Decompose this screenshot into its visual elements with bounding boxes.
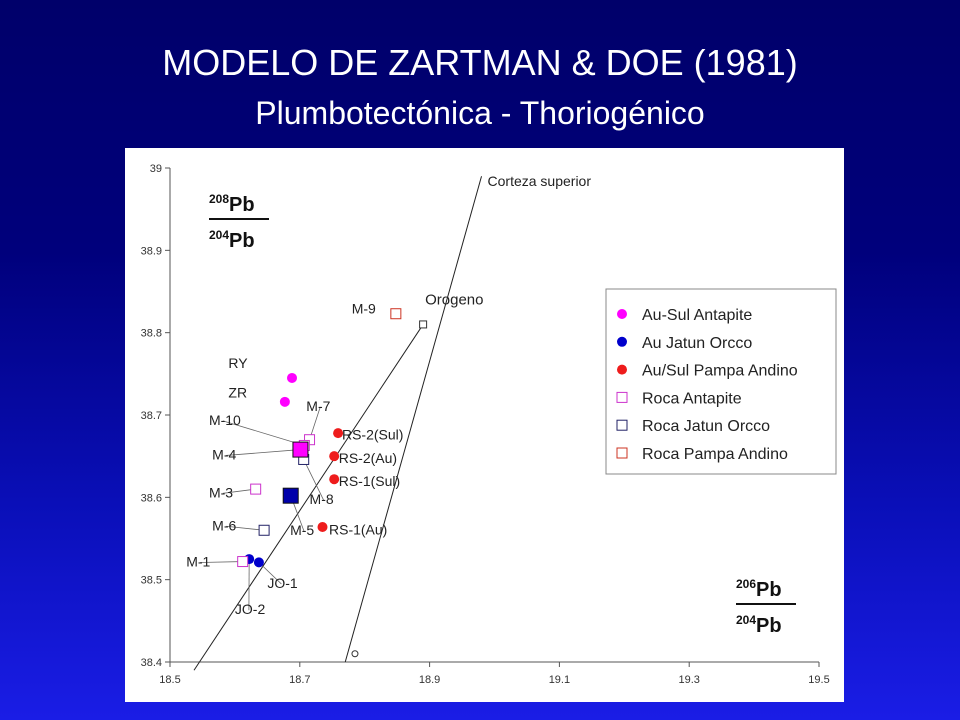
data-point xyxy=(250,483,262,495)
point-label: JO-2 xyxy=(235,601,266,617)
data-point xyxy=(317,521,328,532)
slide-subtitle: Plumbotectónica - Thoriogénico xyxy=(255,95,705,131)
x-tick-label: 18.7 xyxy=(289,674,310,686)
point-label: M-6 xyxy=(212,517,236,533)
point-label: M-8 xyxy=(310,491,334,507)
data-point xyxy=(279,396,290,407)
data-point xyxy=(253,557,264,568)
x-tick-label: 19.1 xyxy=(549,674,570,686)
curve-start-marker xyxy=(351,650,359,658)
legend-label: Roca Pampa Andino xyxy=(642,446,788,463)
y-tick-label: 38.4 xyxy=(141,657,162,669)
y-tick-label: 38.6 xyxy=(141,492,162,504)
point-label: RY xyxy=(228,355,248,371)
leader-line xyxy=(258,562,282,585)
point-label: M-3 xyxy=(209,484,233,500)
y-tick-label: 38.7 xyxy=(141,410,162,422)
x-axis-title: 206Pb 204Pb xyxy=(736,577,796,637)
point-label: RS-2(Sul) xyxy=(342,427,403,443)
legend-box xyxy=(605,288,837,475)
y-tick-label: 38.9 xyxy=(141,245,162,257)
slide-title: MODELO DE ZARTMAN & DOE (1981) xyxy=(162,42,798,83)
point-label: M-9 xyxy=(352,301,376,317)
scatter-plot: 38.4 38.5 38.6 38.7 38.8 38.9 39 18.5 18.7 18.9 19… xyxy=(141,163,837,686)
data-point xyxy=(287,372,298,383)
chart-panel: 38.4 38.5 38.6 38.7 38.8 38.9 39 18.5 18.7 18.9 19… xyxy=(125,148,844,702)
curve-label: Corteza superior xyxy=(488,173,592,189)
data-point xyxy=(390,308,402,320)
point-label: M-7 xyxy=(306,398,330,414)
reference-curves: Orogeno Corteza superior xyxy=(193,173,592,671)
x-tick-label: 19.3 xyxy=(678,674,699,686)
leader-line xyxy=(222,420,305,446)
legend-marker xyxy=(617,364,627,375)
data-point xyxy=(258,524,270,536)
curve-end-marker xyxy=(419,320,428,329)
point-label: RS-1(Sul) xyxy=(339,473,400,489)
leader-line xyxy=(226,525,265,531)
data-marks xyxy=(237,308,402,568)
ratio-numerator: 206Pb xyxy=(736,577,782,601)
legend-marker xyxy=(616,419,628,431)
y-tick-label: 38.8 xyxy=(141,328,162,340)
point-label: RS-2(Au) xyxy=(339,450,397,466)
x-tick-label: 19.5 xyxy=(808,674,829,686)
point-label: M-4 xyxy=(212,446,236,462)
data-point xyxy=(237,556,249,568)
point-label: RS-1(Au) xyxy=(329,521,387,537)
legend: Au-Sul Antapite Au Jatun Orcco Au/Sul Pamp… xyxy=(605,288,837,475)
legend-marker xyxy=(616,391,628,403)
data-point xyxy=(333,428,344,439)
legend-label: Au-Sul Antapite xyxy=(642,307,752,324)
point-label: M-5 xyxy=(290,522,314,538)
legend-label: Au Jatun Orcco xyxy=(642,335,752,352)
axis-titles: 208Pb 204Pb 206Pb 204Pb xyxy=(209,192,796,637)
curve-line xyxy=(344,176,483,663)
ratio-numerator: 208Pb xyxy=(209,192,255,216)
curve-label: Orogeno xyxy=(425,291,483,308)
data-point xyxy=(282,487,299,504)
legend-label: Roca Antapite xyxy=(642,390,742,407)
x-tick-label: 18.9 xyxy=(419,674,440,686)
point-label: M-1 xyxy=(186,553,210,569)
legend-marker xyxy=(616,447,628,459)
point-labels: RY ZR JO-2JO-1 RS-2(Sul) RS-2(Au) RS-1(Sul) RS… xyxy=(186,301,403,618)
legend-label: Au/Sul Pampa Andino xyxy=(642,363,798,380)
data-point xyxy=(292,441,309,458)
y-axis-title: 208Pb 204Pb xyxy=(209,192,269,252)
x-tick-label: 18.5 xyxy=(159,674,180,686)
ratio-denominator: 204Pb xyxy=(209,228,255,252)
axes: 38.4 38.5 38.6 38.7 38.8 38.9 39 18.5 18.7 18.9 19… xyxy=(141,163,830,686)
legend-label: Roca Jatun Orcco xyxy=(642,418,770,435)
data-point xyxy=(329,451,340,462)
data-point xyxy=(329,474,340,485)
legend-marker xyxy=(617,336,627,347)
leader-line xyxy=(200,561,243,563)
leader-line xyxy=(226,449,301,456)
leader-line xyxy=(303,459,324,501)
point-label: M-10 xyxy=(209,412,241,428)
legend-marker xyxy=(617,309,627,319)
y-tick-label: 39 xyxy=(150,163,162,175)
curve-line xyxy=(193,324,424,671)
point-label: JO-1 xyxy=(267,575,298,591)
ratio-denominator: 204Pb xyxy=(736,613,782,637)
y-tick-label: 38.5 xyxy=(141,575,162,587)
point-label: ZR xyxy=(228,385,247,401)
